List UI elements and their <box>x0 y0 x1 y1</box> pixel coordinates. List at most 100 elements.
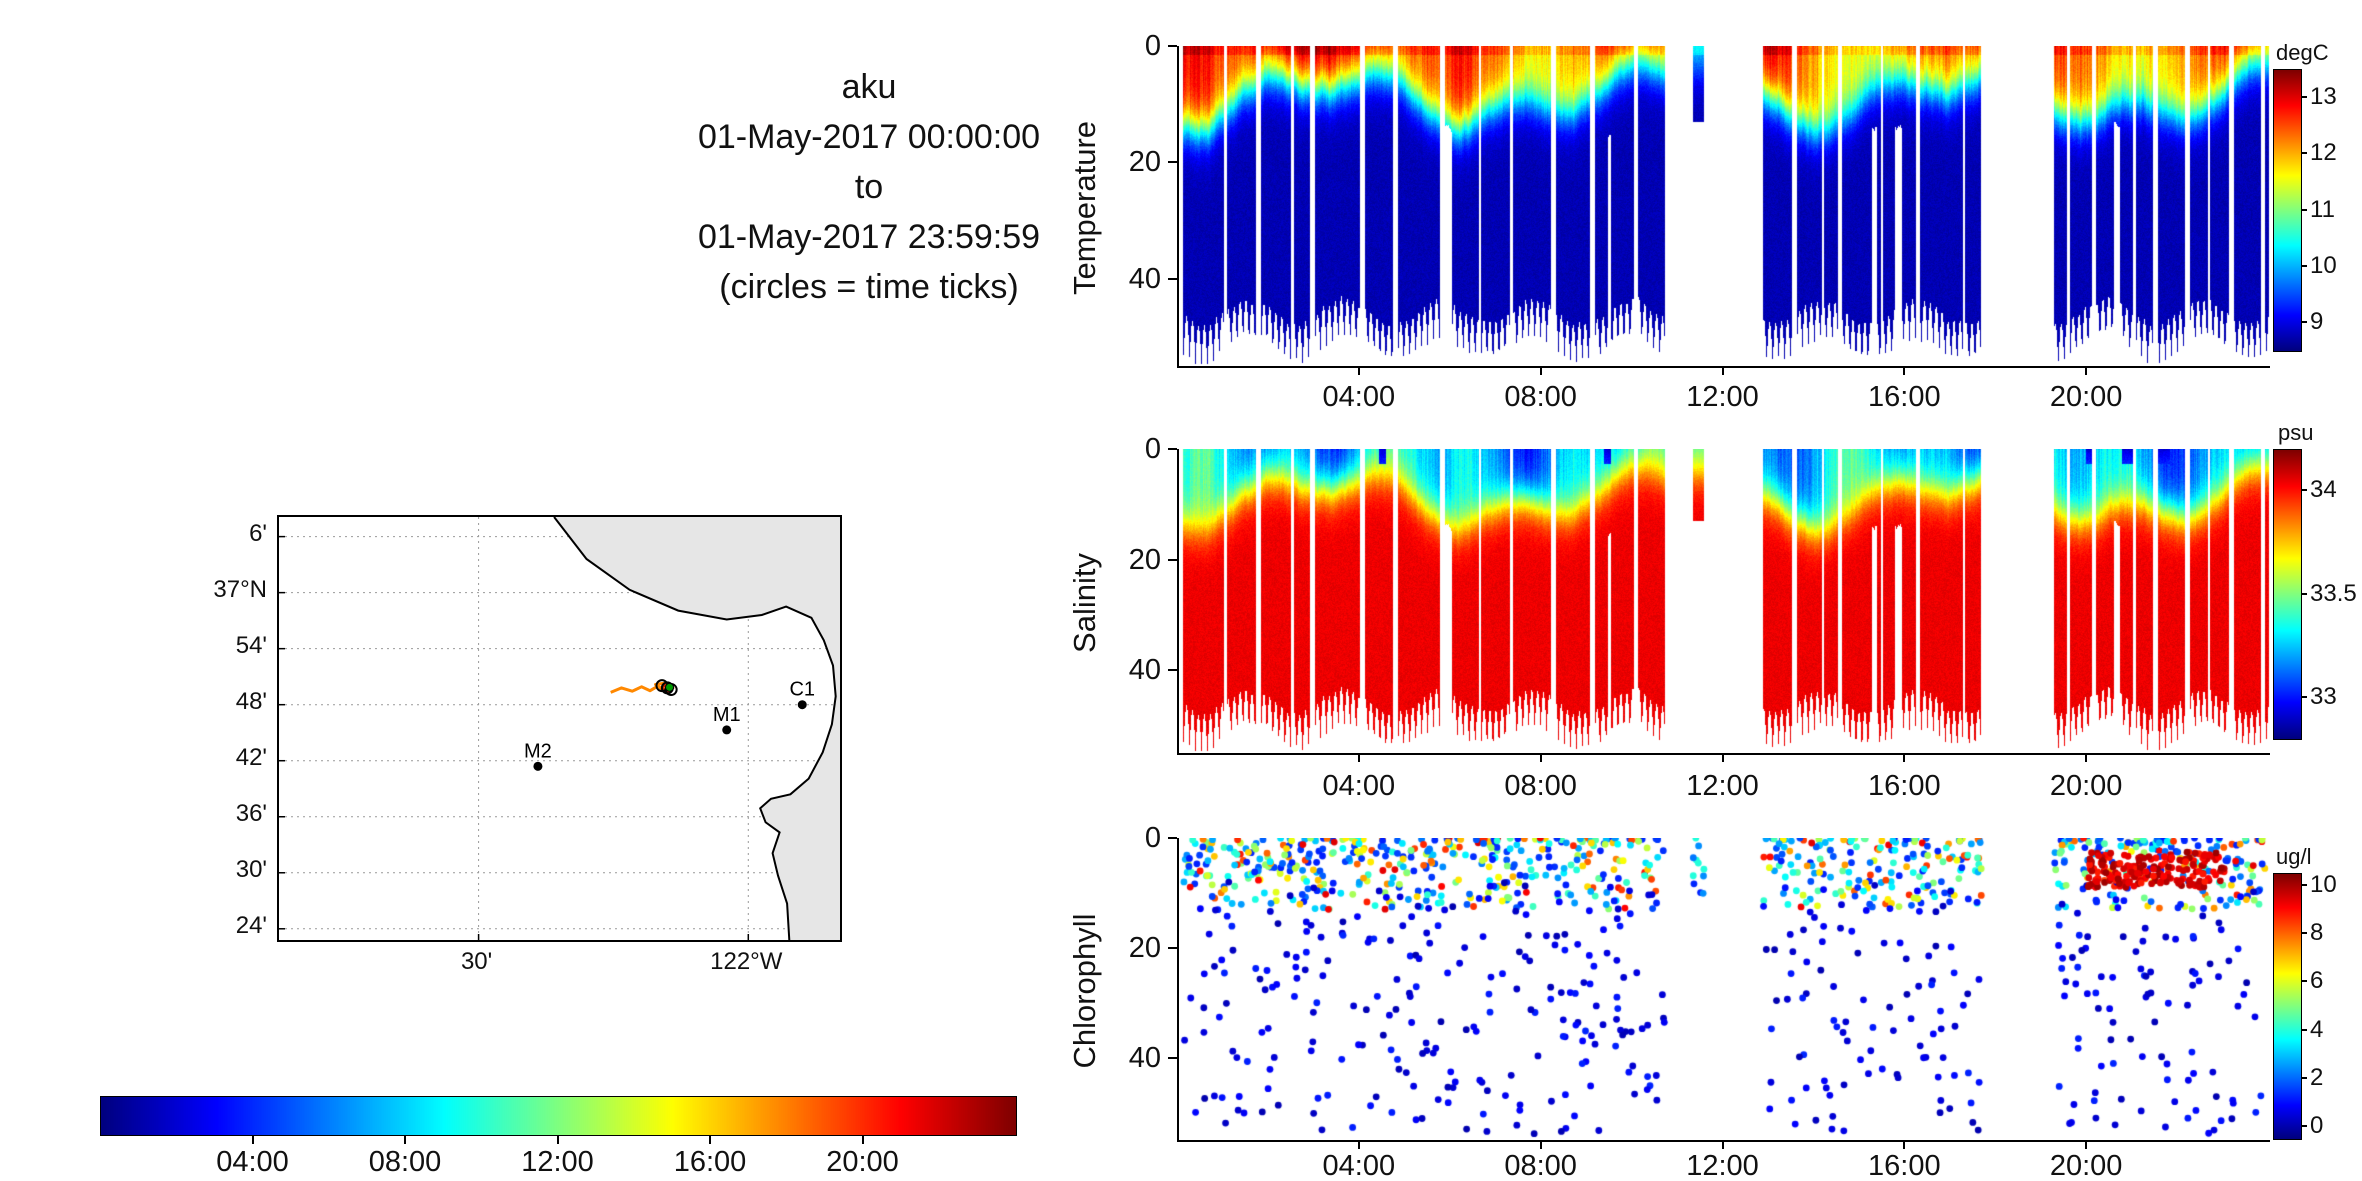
x-tick-label: 08:00 <box>1504 381 1577 413</box>
x-tick-label: 04:00 <box>1322 381 1396 413</box>
x-tick-label: 16:00 <box>1868 1150 1941 1181</box>
station-label: M1 <box>713 704 741 726</box>
circles-note: (circles = time ticks) <box>719 268 1019 306</box>
figure-title: aku 01-May-2017 00:00:00 to 01-May-2017 … <box>544 62 1194 312</box>
map-lat-tick-label: 48' <box>235 687 267 715</box>
colorbar-tick-label: 34 <box>2310 476 2337 504</box>
colorbar-tick-label: 12 <box>2310 139 2337 167</box>
colorbar-tick <box>2302 1124 2307 1127</box>
temperature-colorbar-unit: degC <box>2276 40 2329 65</box>
chlorophyll-colorbar <box>2273 873 2302 1140</box>
colorbar-tick-label: 0 <box>2310 1111 2324 1139</box>
x-axis-tick <box>1721 753 1724 762</box>
y-tick-label: 20 <box>1128 146 1161 179</box>
x-tick-label: 12:00 <box>1686 1150 1759 1181</box>
to-label: to <box>854 168 884 206</box>
map-lat-tick-label: 54' <box>235 631 267 659</box>
x-tick-label: 12:00 <box>1686 770 1759 802</box>
y-tick-label: 0 <box>1144 822 1161 854</box>
x-axis-tick <box>2085 1140 2088 1149</box>
y-axis-tick <box>1168 669 1177 672</box>
colorbar-tick-label: 6 <box>2310 967 2324 995</box>
map-lat-tick-label: 24' <box>235 911 267 939</box>
salinity-heatmap <box>1179 449 2270 753</box>
map-lon-tick-label: 30' <box>460 948 493 975</box>
time-colorbar-tick <box>709 1136 711 1144</box>
chlorophyll-scatter <box>1179 838 2270 1140</box>
colorbar-tick-label: 2 <box>2310 1063 2324 1091</box>
vehicle-name: aku <box>841 68 897 106</box>
y-axis-tick <box>1168 558 1177 561</box>
station-label: M2 <box>524 740 552 762</box>
colorbar-tick-label: 8 <box>2310 919 2324 947</box>
land-area <box>554 517 840 940</box>
colorbar-tick-label: 9 <box>2310 307 2324 335</box>
chlorophyll-axis-label: Chlorophyll <box>1067 913 1102 1069</box>
colorbar-tick <box>2302 264 2307 267</box>
colorbar-tick-label: 11 <box>2310 195 2335 223</box>
y-tick-label: 0 <box>1144 30 1161 62</box>
y-tick-label: 0 <box>1144 433 1161 465</box>
y-tick-label: 40 <box>1128 1041 1161 1074</box>
temperature-axis-label: Temperature <box>1067 120 1102 296</box>
chlorophyll-colorbar-gradient <box>2274 874 2301 1139</box>
colorbar-tick <box>2302 1028 2307 1031</box>
colorbar-tick <box>2302 96 2307 99</box>
y-axis-tick <box>1168 448 1177 450</box>
map-drawing: M2 M1 C1 <box>279 516 840 941</box>
temperature-plot <box>1177 46 2270 368</box>
start-time: 01-May-2017 00:00:00 <box>697 118 1041 156</box>
x-tick-label: 08:00 <box>1504 770 1577 802</box>
y-axis-tick <box>1168 277 1177 280</box>
colorbar-tick-label: 33 <box>2310 682 2337 710</box>
station-dot <box>533 761 543 771</box>
x-axis-tick <box>1721 1140 1724 1149</box>
time-colorbar-tick <box>861 1136 864 1144</box>
colorbar-tick <box>2302 320 2307 323</box>
x-axis-tick <box>1357 1140 1360 1149</box>
y-axis-tick <box>1168 161 1177 164</box>
y-tick-label: 20 <box>1128 931 1161 964</box>
x-tick-label: 04:00 <box>1322 1150 1396 1181</box>
time-colorbar-tick-label: 12:00 <box>521 1146 594 1178</box>
x-axis-tick <box>2085 753 2088 762</box>
time-colorbar-tick <box>251 1136 254 1144</box>
coastline <box>553 516 837 941</box>
temperature-colorbar-gradient <box>2274 70 2301 351</box>
station-dot <box>722 725 732 735</box>
y-axis-tick <box>1168 946 1177 949</box>
colorbar-tick <box>2302 592 2307 595</box>
x-axis-tick <box>1539 753 1542 762</box>
colorbar-tick <box>2302 152 2307 155</box>
colorbar-tick-label: 13 <box>2310 83 2337 111</box>
time-colorbar-tick-label: 04:00 <box>216 1146 289 1178</box>
x-tick-label: 04:00 <box>1322 770 1396 802</box>
salinity-colorbar-gradient <box>2274 450 2301 739</box>
salinity-colorbar <box>2273 449 2302 740</box>
map-lon-tick-label: 122°W <box>710 948 783 975</box>
y-tick-label: 40 <box>1128 262 1161 295</box>
x-axis-tick <box>1539 366 1542 375</box>
station-label: C1 <box>789 679 815 701</box>
station-map: M2 M1 C1 <box>277 515 842 942</box>
x-tick-label: 20:00 <box>2049 1150 2123 1181</box>
x-axis-tick <box>1539 1140 1542 1149</box>
x-tick-label: 16:00 <box>1868 381 1941 413</box>
station-dot <box>797 700 807 710</box>
colorbar-tick <box>2302 932 2307 935</box>
salinity-plot <box>1177 449 2270 755</box>
salinity-colorbar-unit: psu <box>2278 420 2314 445</box>
x-axis-tick <box>2085 366 2088 375</box>
y-tick-label: 20 <box>1128 543 1161 576</box>
map-lat-tick-label: 36' <box>235 799 267 827</box>
y-axis-tick <box>1168 45 1177 47</box>
x-tick-label: 08:00 <box>1504 1150 1577 1181</box>
x-tick-label: 20:00 <box>2049 770 2123 802</box>
y-tick-label: 40 <box>1128 654 1161 687</box>
y-axis-tick <box>1168 837 1177 839</box>
time-colorbar-gradient <box>101 1097 1016 1135</box>
chlorophyll-plot <box>1177 838 2270 1142</box>
colorbar-tick-label: 10 <box>2310 871 2337 899</box>
y-axis-tick <box>1168 1056 1177 1059</box>
